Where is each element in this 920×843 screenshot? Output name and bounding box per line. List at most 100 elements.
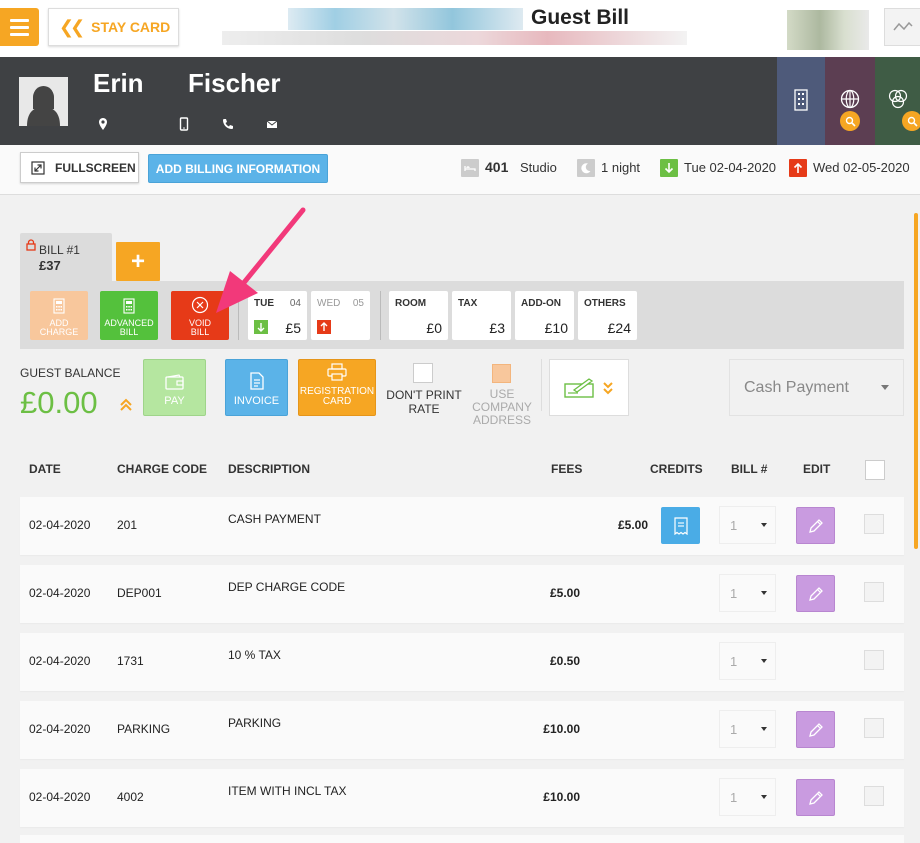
wallet-icon bbox=[164, 374, 184, 390]
row-charge-code: DEP001 bbox=[117, 586, 162, 600]
receipt-button[interactable] bbox=[661, 507, 700, 544]
arrival-date: Tue 02-04-2020 bbox=[684, 160, 777, 175]
double-chevron-up-icon[interactable] bbox=[119, 398, 133, 412]
blurred-user-avatar bbox=[787, 10, 869, 50]
room-number: 401 bbox=[485, 159, 509, 175]
column-header-description: DESCRIPTION bbox=[228, 462, 311, 476]
day-name: TUE bbox=[254, 298, 274, 309]
row-description: ITEM WITH INCL TAX bbox=[228, 784, 347, 798]
caret-down-icon bbox=[761, 591, 767, 595]
phone-icon[interactable] bbox=[221, 117, 235, 131]
bill-tab-amount: £37 bbox=[39, 258, 61, 273]
row-fees: £10.00 bbox=[543, 722, 580, 736]
row-charge-code: PARKING bbox=[117, 722, 171, 736]
edit-button[interactable] bbox=[796, 575, 835, 612]
invoice-button[interactable]: INVOICE bbox=[225, 359, 288, 416]
mobile-icon[interactable] bbox=[177, 117, 191, 131]
room-type: Studio bbox=[520, 160, 557, 175]
summary-label: ROOM bbox=[395, 298, 427, 309]
row-fees: £0.50 bbox=[549, 654, 580, 668]
add-charge-button[interactable]: ADD CHARGE bbox=[30, 291, 88, 340]
void-bill-button[interactable]: VOID BILL bbox=[171, 291, 229, 340]
calculator-icon bbox=[53, 298, 65, 314]
edit-button[interactable] bbox=[796, 711, 835, 748]
advanced-bill-button[interactable]: ADVANCED BILL bbox=[100, 291, 158, 340]
guest-header: Erin Fischer bbox=[0, 57, 920, 145]
pay-button[interactable]: PAY bbox=[143, 359, 206, 416]
day-card-tue[interactable]: TUE 04 £5 bbox=[248, 291, 307, 340]
globe-tile[interactable] bbox=[825, 57, 875, 145]
bill-tab-1[interactable]: BILL #1 £37 bbox=[20, 233, 112, 285]
stay-card-label: STAY CARD bbox=[91, 19, 171, 35]
row-checkbox[interactable] bbox=[864, 718, 884, 738]
table-row bbox=[20, 835, 904, 843]
use-company-address-checkbox[interactable] bbox=[492, 364, 511, 383]
row-description: PARKING bbox=[228, 716, 282, 730]
divider bbox=[380, 291, 381, 340]
guest-last-name: Fischer bbox=[188, 68, 281, 98]
line-graph-icon bbox=[893, 21, 913, 31]
departure-date: Wed 02-05-2020 bbox=[813, 160, 910, 175]
fullscreen-button[interactable]: FULLSCREEN bbox=[20, 152, 139, 183]
arrival-arrow-icon bbox=[254, 320, 268, 334]
void-bill-label-line1: VOID bbox=[188, 318, 211, 328]
advanced-bill-label-line1: ADVANCED bbox=[104, 318, 154, 328]
column-header-credits: CREDITS bbox=[650, 462, 703, 476]
caret-down-icon bbox=[761, 659, 767, 663]
dont-print-rate-checkbox[interactable] bbox=[413, 363, 433, 383]
bill-number-select[interactable]: 1 bbox=[719, 574, 776, 612]
add-billing-information-button[interactable]: ADD BILLING INFORMATION bbox=[148, 154, 328, 183]
day-amount: £5 bbox=[285, 320, 301, 336]
bill-tab-label: BILL #1 bbox=[39, 243, 80, 257]
caret-down-icon bbox=[881, 385, 889, 390]
bill-number-select[interactable]: 1 bbox=[719, 778, 776, 816]
building-icon bbox=[794, 89, 808, 111]
cheque-icon bbox=[564, 377, 594, 398]
column-header-fees: FEES bbox=[551, 462, 583, 476]
row-checkbox[interactable] bbox=[864, 514, 884, 534]
row-date: 02-04-2020 bbox=[29, 654, 91, 668]
day-card-wed[interactable]: WED 05 bbox=[311, 291, 370, 340]
stay-card-button[interactable]: ❮❮ STAY CARD bbox=[48, 8, 179, 46]
bill-number-value: 1 bbox=[730, 585, 738, 601]
edit-button[interactable] bbox=[796, 507, 835, 544]
bill-number-select[interactable]: 1 bbox=[719, 710, 776, 748]
row-checkbox[interactable] bbox=[864, 786, 884, 806]
email-icon[interactable] bbox=[265, 117, 279, 131]
bill-number-select[interactable]: 1 bbox=[719, 506, 776, 544]
payment-type-select[interactable]: Cash Payment bbox=[729, 359, 904, 416]
menu-button[interactable] bbox=[0, 8, 39, 46]
row-checkbox[interactable] bbox=[864, 582, 884, 602]
fullscreen-label: FULLSCREEN bbox=[55, 160, 136, 175]
edit-button[interactable] bbox=[796, 779, 835, 816]
loyalty-tile[interactable] bbox=[875, 57, 920, 145]
row-charge-code: 4002 bbox=[117, 790, 144, 804]
dont-print-rate-label: DON'T PRINT RATE bbox=[383, 388, 465, 416]
row-date: 02-04-2020 bbox=[29, 586, 91, 600]
registration-card-button[interactable]: REGISTRATION CARD bbox=[298, 359, 376, 416]
location-icon[interactable] bbox=[96, 117, 110, 131]
use-company-address-label-line2: COMPANY bbox=[472, 400, 532, 414]
row-date: 02-04-2020 bbox=[29, 722, 91, 736]
row-date: 02-04-2020 bbox=[29, 518, 91, 532]
row-checkbox[interactable] bbox=[864, 650, 884, 670]
payment-method-button[interactable] bbox=[549, 359, 629, 416]
analytics-button[interactable] bbox=[884, 8, 920, 46]
departure-arrow-icon bbox=[317, 320, 331, 334]
column-header-edit: EDIT bbox=[803, 462, 831, 476]
overlapping-circles-icon bbox=[888, 89, 907, 109]
select-all-checkbox[interactable] bbox=[865, 460, 885, 480]
lock-icon bbox=[26, 239, 36, 251]
scrollbar[interactable] bbox=[914, 213, 918, 549]
building-tile[interactable] bbox=[777, 57, 825, 145]
caret-down-icon bbox=[761, 523, 767, 527]
add-bill-button[interactable]: + bbox=[116, 242, 160, 281]
bill-number-select[interactable]: 1 bbox=[719, 642, 776, 680]
add-charge-label-line1: ADD bbox=[49, 318, 69, 328]
row-date: 02-04-2020 bbox=[29, 790, 91, 804]
pay-label: PAY bbox=[164, 395, 185, 407]
pencil-icon bbox=[808, 518, 823, 533]
invoice-label: INVOICE bbox=[233, 395, 280, 407]
pencil-icon bbox=[808, 586, 823, 601]
guest-balance-label: GUEST BALANCE bbox=[20, 366, 121, 380]
